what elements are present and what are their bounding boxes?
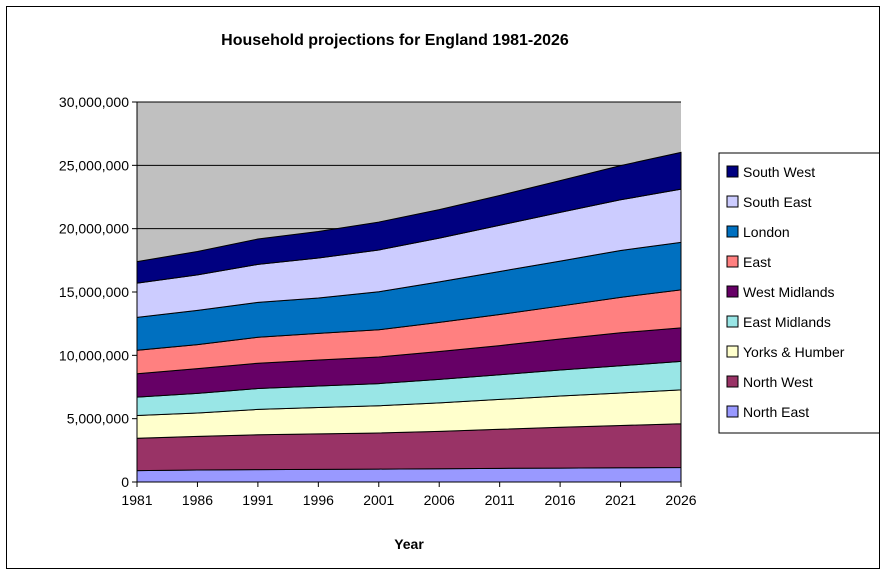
- x-tick-label: 2001: [363, 492, 394, 508]
- y-tick-label: 5,000,000: [67, 411, 129, 427]
- legend-label: North East: [743, 404, 809, 420]
- legend-label: London: [743, 224, 790, 240]
- legend-swatch: [726, 165, 739, 178]
- legend-label: South West: [743, 164, 815, 180]
- y-tick-label: 30,000,000: [59, 94, 129, 110]
- x-tick-label: 1996: [303, 492, 334, 508]
- x-tick-label: 1991: [242, 492, 273, 508]
- x-tick-label: 2016: [545, 492, 576, 508]
- chart-title: Household projections for England 1981-2…: [221, 32, 569, 49]
- legend-swatch: [726, 195, 739, 208]
- x-axis-label: Year: [394, 536, 424, 552]
- legend-label: North West: [743, 374, 813, 390]
- x-tick-label: 2011: [485, 492, 515, 508]
- x-tick-label: 1986: [182, 492, 213, 508]
- legend-label: East: [743, 254, 771, 270]
- x-tick-label: 1981: [121, 492, 152, 508]
- y-tick-label: 0: [121, 474, 129, 490]
- legend-box: [718, 152, 886, 434]
- legend-label: West Midlands: [743, 284, 835, 300]
- y-tick-label: 15,000,000: [59, 284, 129, 300]
- legend: South West South East London East West Midla…: [718, 152, 886, 434]
- legend-label: Yorks & Humber: [743, 344, 845, 360]
- x-tick-label: 2021: [605, 492, 636, 508]
- area-series-south-west: [136, 151, 682, 284]
- legend-swatch: [726, 225, 739, 238]
- x-tick-label: 2026: [665, 492, 696, 508]
- chart-svg: Household projections for England 1981-2…: [59, 32, 886, 552]
- y-tick-label: 20,000,000: [59, 221, 129, 237]
- y-tick-label: 10,000,000: [59, 347, 129, 363]
- legend-swatch: [726, 375, 739, 388]
- chart-frame: Household projections for England 1981-2…: [6, 6, 886, 569]
- legend-swatch: [726, 255, 739, 268]
- legend-label: East Midlands: [743, 314, 831, 330]
- legend-swatch: [726, 345, 739, 358]
- legend-swatch: [726, 285, 739, 298]
- legend-label: South East: [743, 194, 812, 210]
- legend-swatch: [726, 405, 739, 418]
- x-tick-label: 2006: [424, 492, 455, 508]
- y-tick-label: 25,000,000: [59, 157, 129, 173]
- legend-swatch: [726, 315, 739, 328]
